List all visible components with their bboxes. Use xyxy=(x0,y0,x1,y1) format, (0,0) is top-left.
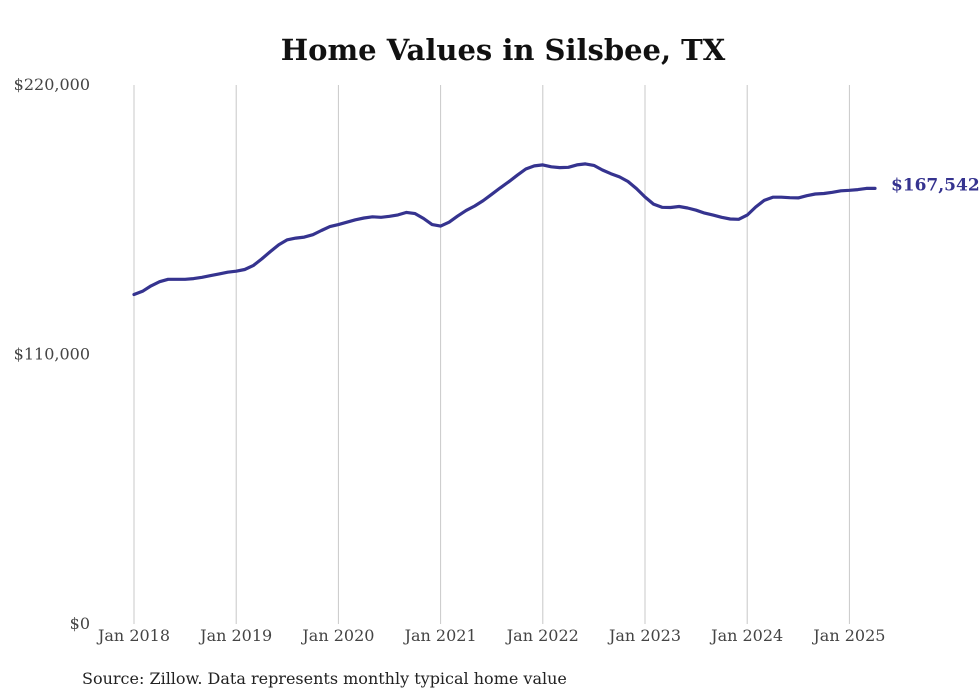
series-layer: $167,542 xyxy=(132,162,980,297)
x-tick-label: Jan 2018 xyxy=(96,626,170,645)
x-gridlines xyxy=(133,85,850,624)
y-axis-ticks: $0 $110,000 $220,000 xyxy=(14,75,90,633)
series-line xyxy=(132,162,877,297)
source-note: Source: Zillow. Data represents monthly … xyxy=(82,669,567,688)
chart-title: Home Values in Silsbee, TX xyxy=(281,33,726,67)
x-tick-label: Jan 2024 xyxy=(709,626,783,645)
y-tick-label: $220,000 xyxy=(14,75,90,94)
y-tick-label: $0 xyxy=(70,614,90,633)
x-tick-label: Jan 2023 xyxy=(607,626,681,645)
x-tick-label: Jan 2020 xyxy=(300,626,374,645)
x-tick-label: Jan 2022 xyxy=(505,626,579,645)
x-tick-label: Jan 2021 xyxy=(403,626,477,645)
x-tick-label: Jan 2025 xyxy=(811,626,885,645)
y-tick-label: $110,000 xyxy=(14,345,90,364)
x-axis-ticks: Jan 2018 Jan 2019 Jan 2020 Jan 2021 Jan 2022… xyxy=(96,626,885,645)
series-end-label: $167,542 xyxy=(891,175,980,195)
x-tick-label: Jan 2019 xyxy=(198,626,272,645)
